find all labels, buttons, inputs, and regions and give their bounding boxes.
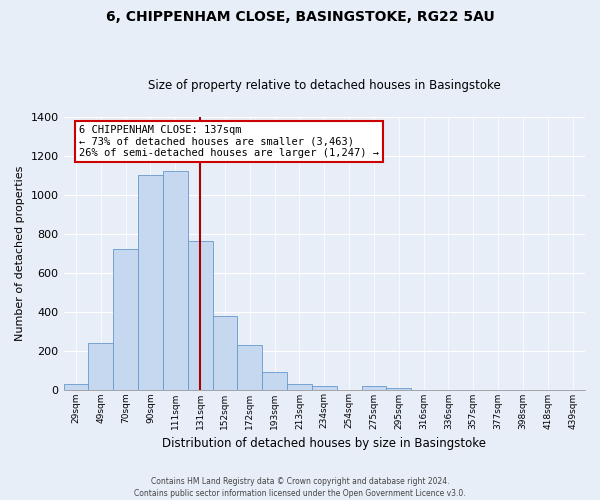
Bar (287, 384, 312, 390)
Text: 6 CHIPPENHAM CLOSE: 137sqm
← 73% of detached houses are smaller (3,463)
26% of s: 6 CHIPPENHAM CLOSE: 137sqm ← 73% of deta… (79, 125, 379, 158)
Bar (362, 386, 386, 390)
Bar (138, 175, 163, 390)
Bar (64, 384, 88, 390)
Text: 6, CHIPPENHAM CLOSE, BASINGSTOKE, RG22 5AU: 6, CHIPPENHAM CLOSE, BASINGSTOKE, RG22 5… (106, 10, 494, 24)
Bar (212, 316, 238, 390)
Bar (312, 386, 337, 390)
Bar (238, 344, 262, 390)
Bar (386, 388, 411, 390)
Bar (163, 172, 188, 390)
Bar (262, 372, 287, 390)
Bar (113, 249, 138, 390)
Title: Size of property relative to detached houses in Basingstoke: Size of property relative to detached ho… (148, 79, 500, 92)
Bar (88, 343, 113, 390)
Text: Contains HM Land Registry data © Crown copyright and database right 2024.
Contai: Contains HM Land Registry data © Crown c… (134, 476, 466, 498)
Y-axis label: Number of detached properties: Number of detached properties (15, 166, 25, 341)
X-axis label: Distribution of detached houses by size in Basingstoke: Distribution of detached houses by size … (162, 437, 486, 450)
Bar (188, 242, 212, 390)
